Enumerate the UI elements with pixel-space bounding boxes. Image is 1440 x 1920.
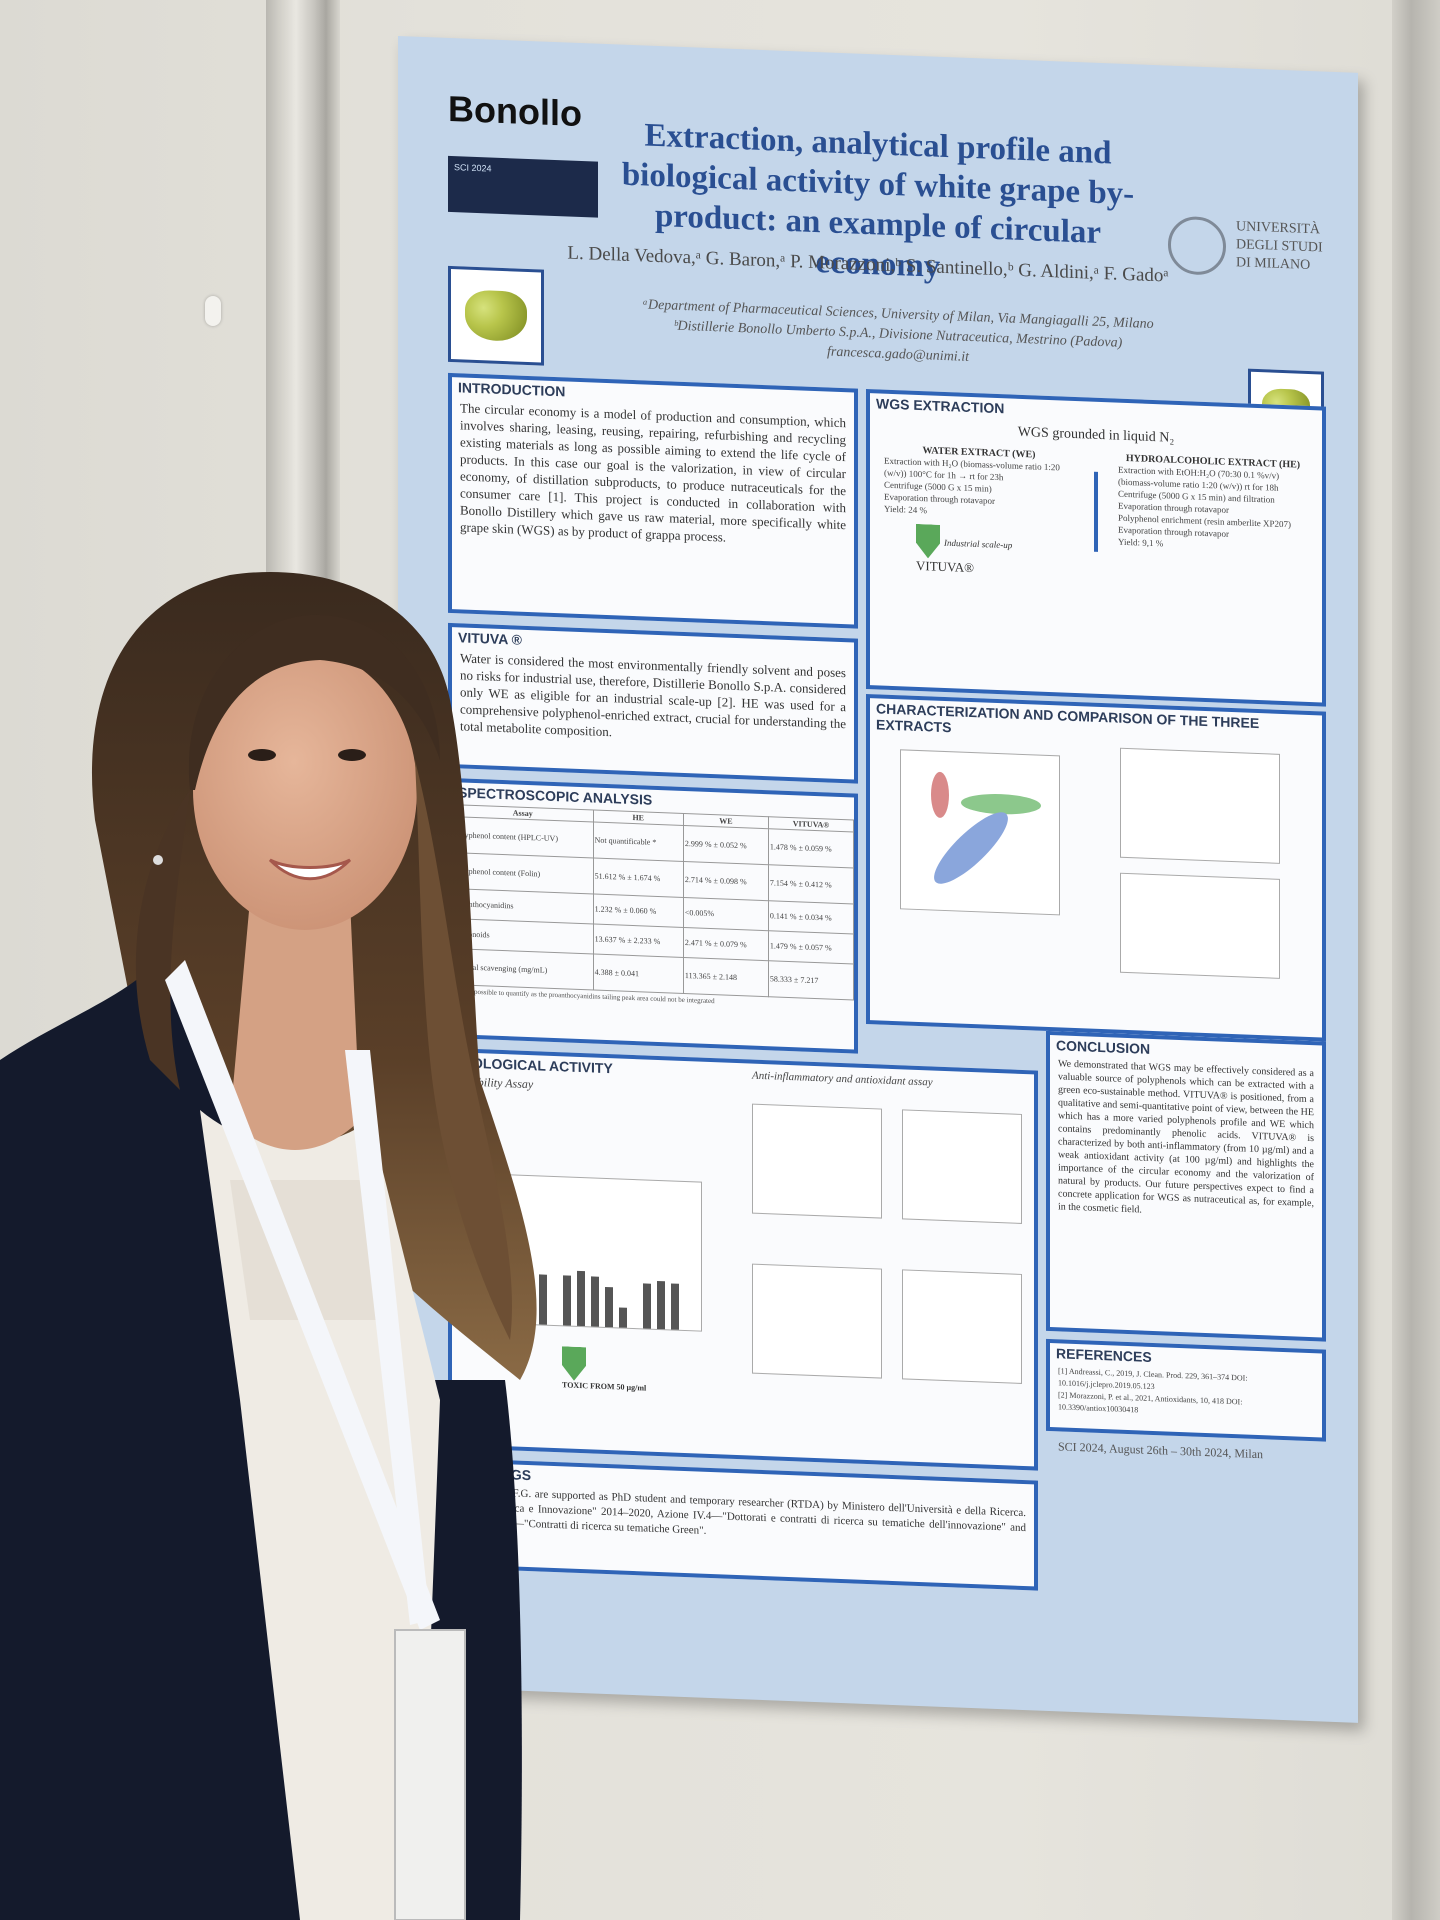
bar <box>671 1283 679 1330</box>
panel-edge <box>1392 0 1440 1920</box>
introduction-text: The circular economy is a model of produ… <box>460 400 846 545</box>
heatmap-bottom <box>1120 872 1280 979</box>
table-cell: Polyphenol content (Folin) <box>452 852 594 894</box>
university-name: UNIVERSITÀ DEGLI STUDI DI MILANO <box>1236 219 1323 274</box>
bar <box>497 1282 505 1324</box>
thumbtack <box>205 296 221 326</box>
section-heading: CHARACTERIZATION AND COMPARISON OF THE T… <box>876 700 1260 736</box>
bar <box>643 1283 651 1329</box>
pca-cluster-he <box>931 771 949 819</box>
table-cell: 4.388 ± 0.041 <box>593 953 684 994</box>
table-cell: Radical scavenging (mg/mL) <box>452 948 594 990</box>
toxic-arrow-icon <box>562 1346 586 1381</box>
table-cell: 58.333 ± 7.217 <box>768 960 854 1000</box>
bar <box>511 1278 519 1324</box>
characterization-box: CHARACTERIZATION AND COMPARISON OF THE T… <box>866 693 1326 1042</box>
bar <box>657 1280 665 1330</box>
table-cell: 2.471 % ± 0.079 % <box>683 927 769 961</box>
scientific-poster: Bonollo SCI 2024 Extraction, analytical … <box>398 36 1358 1723</box>
bar <box>605 1286 613 1328</box>
grape-icon <box>465 289 527 342</box>
panel-divider <box>266 0 340 1920</box>
column-divider <box>1094 471 1098 552</box>
references-box: REFERENCES [1] Andreassi, C., 2019, J. C… <box>1046 1338 1326 1442</box>
spectroscopic-table: Assay HE WE VITUVA® Polyphenol content (… <box>452 804 854 1000</box>
table-cell: 51.612 % ± 1.674 % <box>593 857 684 898</box>
conference-badge: SCI 2024 <box>448 155 598 218</box>
bar <box>619 1307 627 1328</box>
table-cell: 2.714 % ± 0.098 % <box>683 861 769 901</box>
antioxidant-bar-chart <box>902 1269 1022 1384</box>
table-cell: 1.479 % ± 0.057 % <box>768 930 854 964</box>
table-cell: 1.478 % ± 0.059 % <box>768 828 854 868</box>
table-cell: <0.005% <box>683 897 769 931</box>
table-cell: 1.232 % ± 0.060 % <box>593 893 684 928</box>
grape-image-left <box>448 265 544 366</box>
bar <box>577 1270 585 1327</box>
table-cell: 13.637 % ± 2.233 % <box>593 923 684 958</box>
table-cell: Polyphenol content (HPLC-UV) <box>452 816 594 858</box>
viability-bar-chart <box>472 1172 702 1332</box>
introduction-box: INTRODUCTION The circular economy is a m… <box>448 372 858 629</box>
bar <box>591 1276 599 1327</box>
hydro-extract-column: HYDROALCOHOLIC EXTRACT (HE) Extraction w… <box>1110 452 1316 589</box>
funding-box: FUNDINGS L.D.V. and F.G. are supported a… <box>448 1457 1038 1591</box>
toxic-label: TOXIC FROM 50 µg/ml <box>562 1380 647 1393</box>
bar <box>483 1292 491 1323</box>
ros-bar-chart <box>752 1263 882 1379</box>
bar <box>525 1275 533 1325</box>
table-cell: 7.154 % ± 0.412 % <box>768 864 854 904</box>
table-cell: 113.365 ± 2.148 <box>683 957 769 997</box>
conclusion-text: We demonstrated that WGS may be effectiv… <box>1058 1058 1314 1216</box>
biological-activity-box: BIOLOGICAL ACTIVITY Viability Assay Anti… <box>448 1047 1038 1471</box>
bar <box>563 1275 571 1326</box>
table-cell: Not quantificable * <box>593 821 684 862</box>
bonollo-logo: Bonollo <box>448 87 582 135</box>
conclusion-box: CONCLUSION We demonstrated that WGS may … <box>1046 1030 1326 1342</box>
pca-plot <box>900 749 1060 916</box>
table-cell: 0.141 % ± 0.034 % <box>768 900 854 934</box>
vituva-text: Water is considered the most environment… <box>460 650 846 740</box>
il6-bar-chart <box>902 1109 1022 1224</box>
water-extract-column: WATER EXTRACT (WE) Extraction with H₂O (… <box>876 443 1082 580</box>
nitrite-bar-chart <box>752 1103 882 1219</box>
toxic-marker: TOXIC FROM 50 µg/ml <box>562 1346 647 1393</box>
wgs-extraction-box: WGS EXTRACTION WGS grounded in liquid N₂… <box>866 388 1326 707</box>
table-cell: 2.999 % ± 0.052 % <box>683 825 769 865</box>
scaleup-label: Industrial scale-up <box>944 537 1013 551</box>
vituva-box: VITUVA ® Water is considered the most en… <box>448 622 858 784</box>
scaleup-arrow-icon <box>916 524 940 559</box>
bar <box>539 1274 547 1325</box>
poster-affiliations: ᵃDepartment of Pharmaceutical Sciences, … <box>548 292 1248 379</box>
heatmap-top <box>1120 747 1280 864</box>
hair-side <box>135 790 190 1090</box>
earring <box>153 855 163 865</box>
conference-label: SCI 2024, August 26th – 30th 2024, Milan <box>1058 1439 1264 1462</box>
right-eye <box>338 749 366 761</box>
spectroscopic-box: SPECTROSCOPIC ANALYSIS Assay HE WE VITUV… <box>448 777 858 1054</box>
